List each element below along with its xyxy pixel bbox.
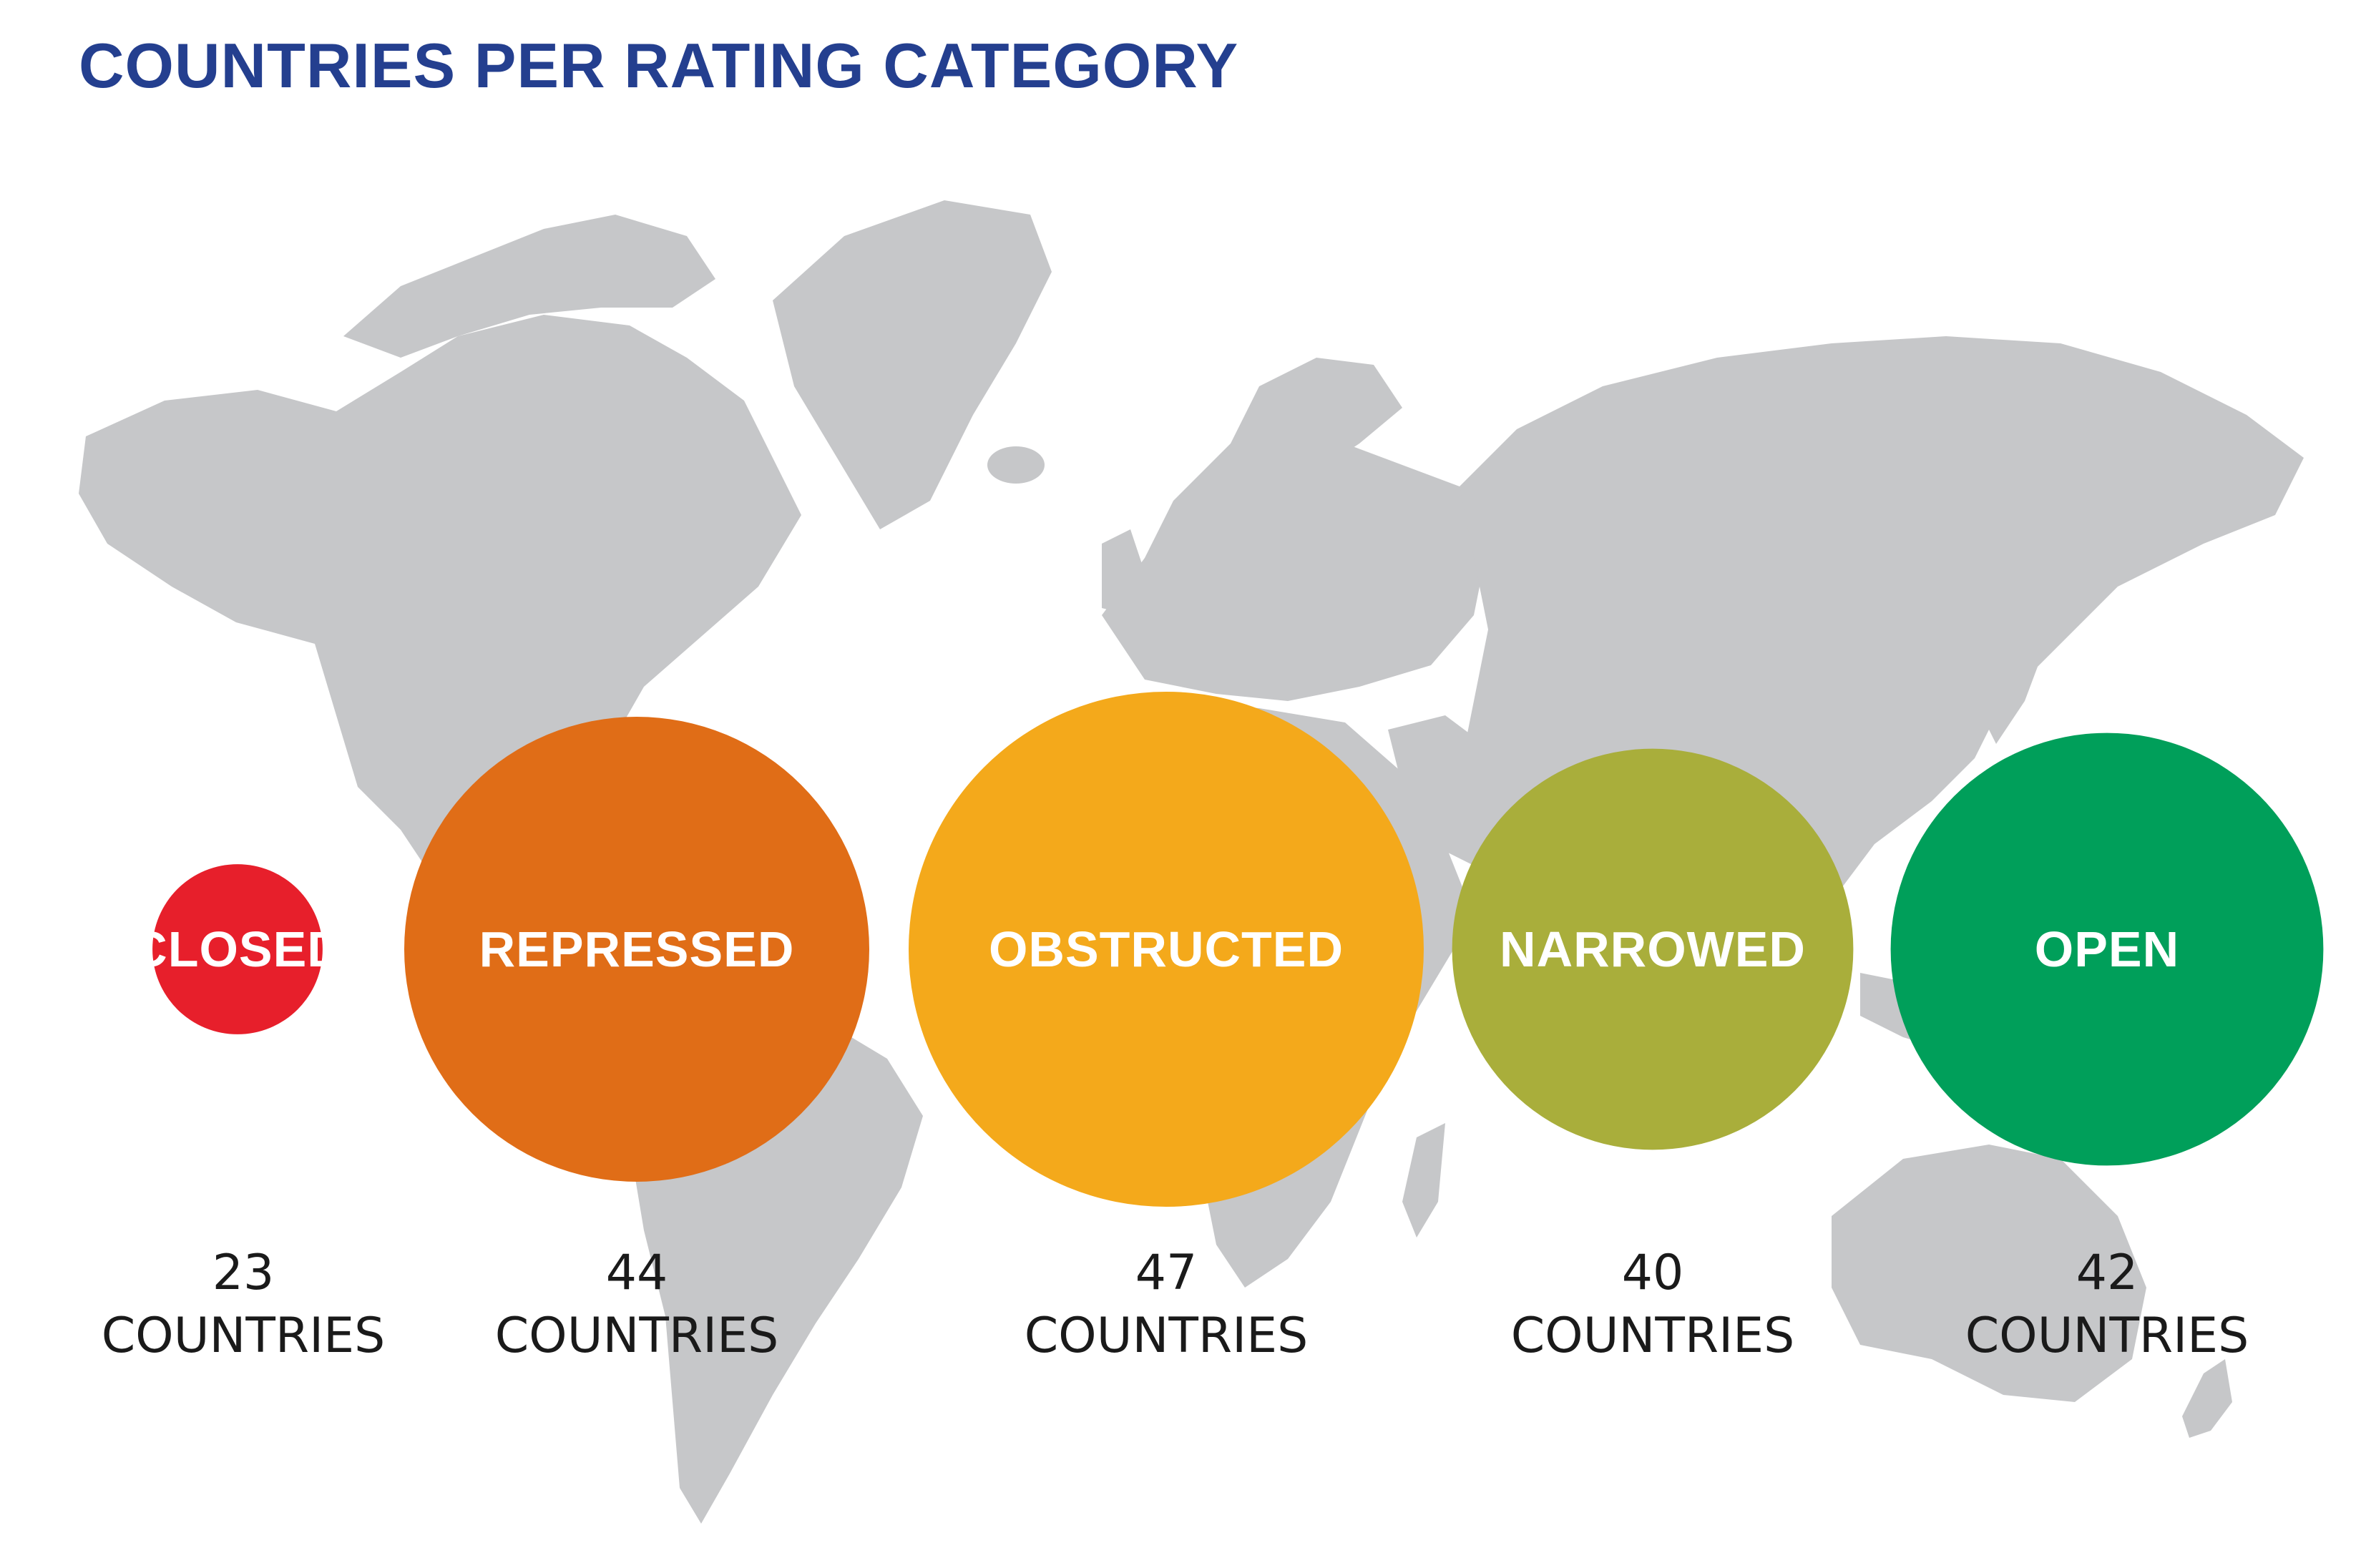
iceland-landmass [987,446,1045,484]
page-title: COUNTRIES PER RATING CATEGORY [79,30,1239,101]
bubble-label-narrowed: NARROWED [1500,921,1806,977]
bubble-label-repressed: REPRESSED [479,921,795,977]
rating-bubbles: CLOSED REPRESSED OBSTRUCTED NARROWED OPEN [131,692,2324,1207]
count-value-closed: 23 [212,1245,275,1301]
europe-landmass [1102,415,1488,701]
bubble-open [1890,732,2324,1166]
count-value-repressed: 44 [606,1245,668,1301]
bubble-closed [152,864,323,1034]
bubble-repressed [404,717,869,1182]
count-unit-repressed: COUNTRIES [495,1308,779,1364]
scandinavia-landmass [1231,358,1402,486]
australia-landmass [1832,1145,2146,1402]
count-value-open: 42 [2076,1245,2138,1301]
count-value-obstructed: 47 [1135,1245,1198,1301]
count-value-narrowed: 40 [1622,1245,1684,1301]
count-labels: 23 COUNTRIES 44 COUNTRIES 47 COUNTRIES 40 COUNT… [102,1245,2249,1364]
greenland-landmass [773,200,1052,529]
bubble-label-closed: CLOSED [131,921,344,977]
count-unit-open: COUNTRIES [1965,1308,2249,1364]
bubble-label-open: OPEN [2035,921,2179,977]
count-unit-narrowed: COUNTRIES [1511,1308,1795,1364]
arctic-islands-landmass [343,215,715,358]
count-unit-closed: COUNTRIES [102,1308,386,1364]
british-isles-landmass [1102,529,1145,615]
madagascar-landmass [1402,1123,1445,1238]
count-unit-obstructed: COUNTRIES [1025,1308,1309,1364]
bubble-narrowed [1452,748,1854,1150]
bubble-label-obstructed: OBSTRUCTED [989,921,1344,977]
japan-landmass [1982,601,2046,744]
bubble-obstructed [909,692,1424,1207]
new-zealand-landmass [2182,1359,2232,1438]
